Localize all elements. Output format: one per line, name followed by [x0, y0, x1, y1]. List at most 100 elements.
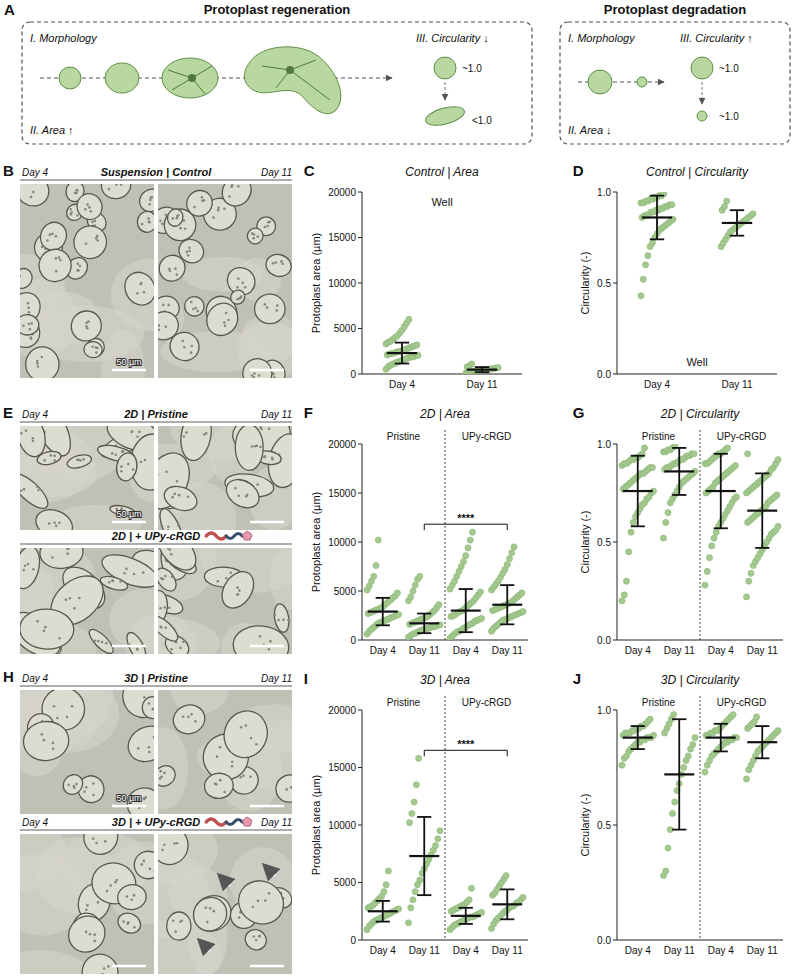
cell [36, 449, 62, 466]
cell-granule [269, 640, 272, 643]
polymer-part [206, 533, 226, 539]
cell-granule [43, 459, 46, 462]
cell-granule [43, 739, 46, 742]
cell-granule [148, 746, 151, 749]
category-label: Day 11 [664, 645, 695, 656]
cell-granule [188, 246, 191, 249]
scale-bar [112, 369, 146, 372]
cell-granule [183, 346, 186, 349]
data-point [435, 836, 441, 842]
y-tick-label: 5000 [334, 877, 357, 888]
data-point [416, 755, 422, 761]
cell-granule [71, 705, 74, 708]
scale-bar [250, 369, 284, 372]
cell [187, 891, 234, 938]
mean-line [451, 915, 481, 917]
cell-granule [231, 765, 234, 768]
category-label: Day 4 [389, 379, 416, 390]
micrograph-title: 3D | + UPy-cRGD [112, 816, 200, 828]
cell-granule [41, 733, 44, 736]
panel-letter: A [4, 1, 15, 18]
data-point [663, 519, 669, 525]
error-cap [500, 584, 514, 586]
y-axis-title: Protoplast area (µm) [310, 233, 322, 333]
error-cap [459, 923, 473, 925]
error-cap [417, 613, 431, 615]
panel-letter: B [3, 162, 14, 179]
cell-granule [97, 901, 100, 904]
cell [114, 451, 139, 482]
schematic-value: ~1.0 [462, 63, 482, 74]
cell-granule [214, 783, 217, 786]
cell-granule [27, 306, 30, 309]
data-point [733, 494, 739, 500]
cell-granule [67, 548, 70, 550]
cell-granule [91, 346, 94, 349]
cell-granule [152, 708, 154, 711]
cell-granule [174, 930, 177, 933]
micrograph [158, 184, 292, 378]
cell-granule [273, 376, 276, 378]
y-tick-label: 0.5 [597, 278, 611, 289]
day-label: Day 4 [22, 673, 49, 684]
cell-granule [237, 593, 240, 596]
cell-granule [58, 256, 61, 259]
cell [216, 566, 261, 614]
error-cap [714, 723, 728, 725]
cell-granule [65, 598, 68, 601]
cell-granule [76, 189, 79, 192]
cell-granule [238, 916, 241, 919]
micrograph-rule [20, 544, 292, 545]
cell-granule [36, 620, 39, 623]
data-point [704, 568, 710, 574]
y-tick [613, 192, 617, 193]
cell-granule [201, 200, 204, 203]
cell-granule [138, 431, 141, 434]
micrograph [158, 690, 292, 814]
cell [183, 295, 205, 317]
group-label: UPy-cRGD [717, 697, 766, 708]
cell-granule [158, 324, 159, 327]
y-tick-label: 1.0 [597, 439, 611, 450]
data-point [373, 562, 379, 568]
cell-granule [223, 208, 226, 211]
cell-granule [277, 619, 280, 622]
cell-granule [76, 263, 79, 266]
error-cap [755, 757, 769, 759]
cell-granule [148, 221, 151, 224]
category-label: Day 4 [453, 945, 480, 956]
cell-granule [104, 840, 107, 843]
mean-line [409, 855, 439, 857]
cell-granule [274, 261, 277, 264]
data-point [775, 728, 781, 734]
data-point [408, 594, 414, 600]
cell-granule [173, 493, 176, 496]
day-label: Day 11 [261, 817, 292, 828]
error-cap [417, 632, 431, 634]
cell-granule [177, 524, 180, 527]
data-point [413, 782, 419, 788]
cell-granule [264, 455, 267, 458]
micrograph [20, 548, 154, 654]
cell-granule [236, 286, 239, 289]
schematic-step: I. Morphology [568, 32, 636, 44]
cell-granule [136, 435, 139, 438]
panel-letter: C [304, 162, 315, 179]
cell-granule [140, 282, 143, 285]
y-tick [613, 940, 617, 941]
cell-granule [108, 581, 111, 584]
cell-granule [276, 304, 279, 307]
schematic-box [560, 22, 790, 144]
group-label: Pristine [387, 431, 421, 442]
y-axis-title: Circularity (-) [579, 511, 591, 574]
pointer-arrow [198, 939, 210, 951]
cell-granule [187, 254, 190, 257]
cell-granule [162, 304, 165, 307]
cell-granule [184, 227, 187, 230]
data-point [465, 545, 471, 551]
cell-granule [264, 899, 267, 902]
schematic-box [22, 22, 532, 144]
cell-granule [109, 884, 112, 887]
chart-title: 2D | Area [419, 407, 470, 421]
significance-bracket [424, 524, 507, 530]
